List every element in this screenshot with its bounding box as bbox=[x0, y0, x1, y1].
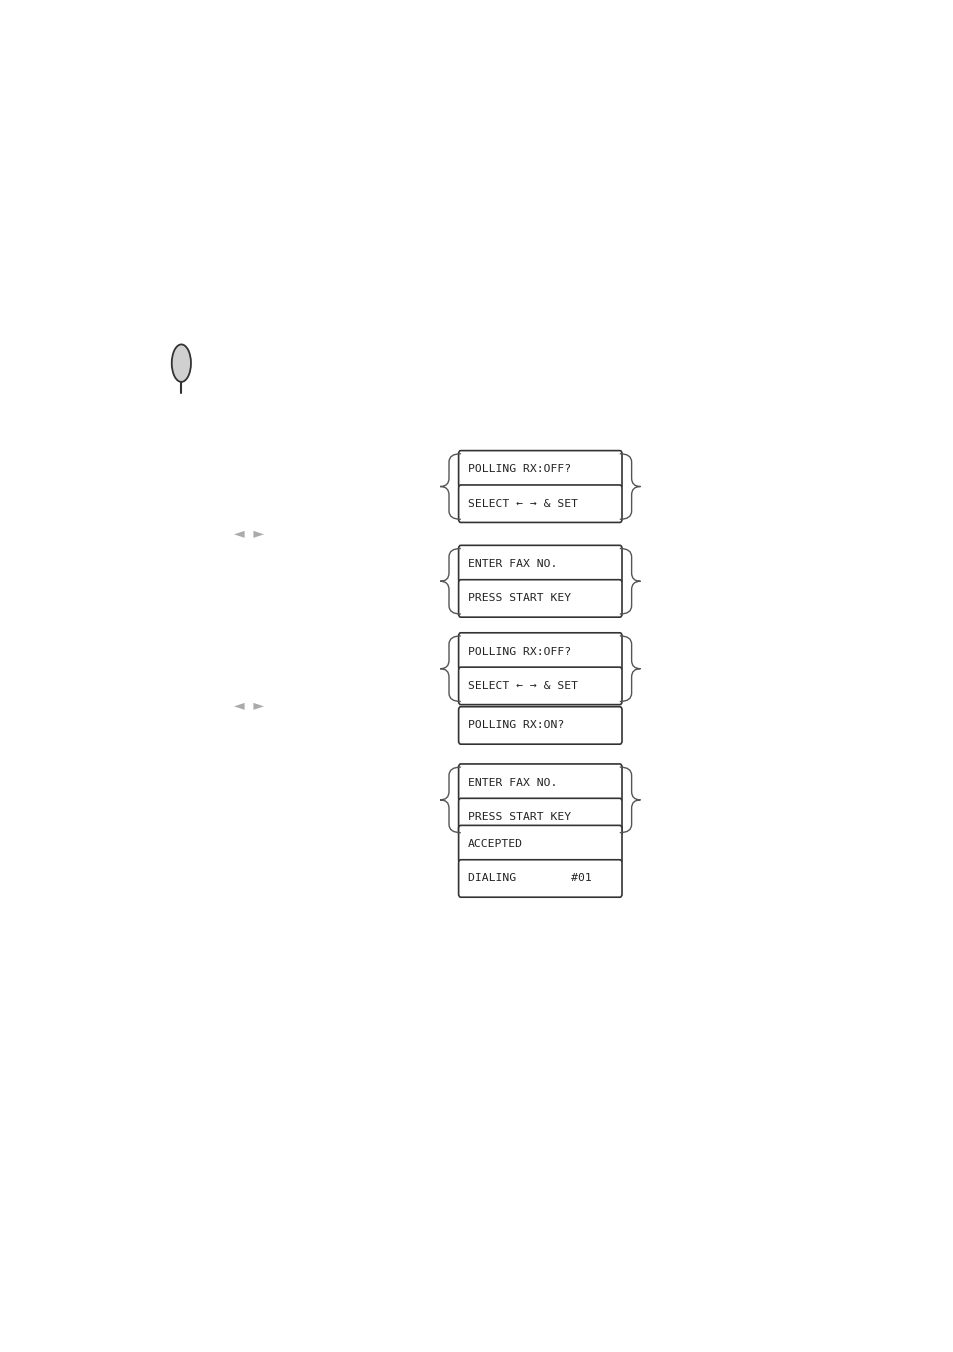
Text: POLLING RX:OFF?: POLLING RX:OFF? bbox=[468, 646, 571, 657]
FancyBboxPatch shape bbox=[458, 798, 621, 836]
Text: ◄  ►: ◄ ► bbox=[233, 527, 263, 541]
Text: ACCEPTED: ACCEPTED bbox=[468, 840, 522, 849]
FancyBboxPatch shape bbox=[458, 545, 621, 583]
Text: ENTER FAX NO.: ENTER FAX NO. bbox=[468, 777, 557, 788]
FancyBboxPatch shape bbox=[458, 707, 621, 744]
FancyBboxPatch shape bbox=[458, 450, 621, 488]
FancyBboxPatch shape bbox=[458, 764, 621, 802]
FancyBboxPatch shape bbox=[458, 485, 621, 522]
Text: ENTER FAX NO.: ENTER FAX NO. bbox=[468, 560, 557, 569]
FancyBboxPatch shape bbox=[458, 580, 621, 617]
Text: ◄  ►: ◄ ► bbox=[233, 699, 263, 713]
Text: DIALING        #01: DIALING #01 bbox=[468, 873, 592, 883]
Text: SELECT ← → & SET: SELECT ← → & SET bbox=[468, 499, 578, 508]
FancyBboxPatch shape bbox=[458, 667, 621, 704]
FancyBboxPatch shape bbox=[458, 825, 621, 863]
Text: PRESS START KEY: PRESS START KEY bbox=[468, 594, 571, 603]
FancyBboxPatch shape bbox=[458, 860, 621, 898]
Ellipse shape bbox=[172, 345, 191, 381]
FancyBboxPatch shape bbox=[458, 633, 621, 671]
Text: POLLING RX:ON?: POLLING RX:ON? bbox=[468, 721, 564, 730]
Text: SELECT ← → & SET: SELECT ← → & SET bbox=[468, 681, 578, 691]
Text: POLLING RX:OFF?: POLLING RX:OFF? bbox=[468, 464, 571, 475]
Text: PRESS START KEY: PRESS START KEY bbox=[468, 813, 571, 822]
